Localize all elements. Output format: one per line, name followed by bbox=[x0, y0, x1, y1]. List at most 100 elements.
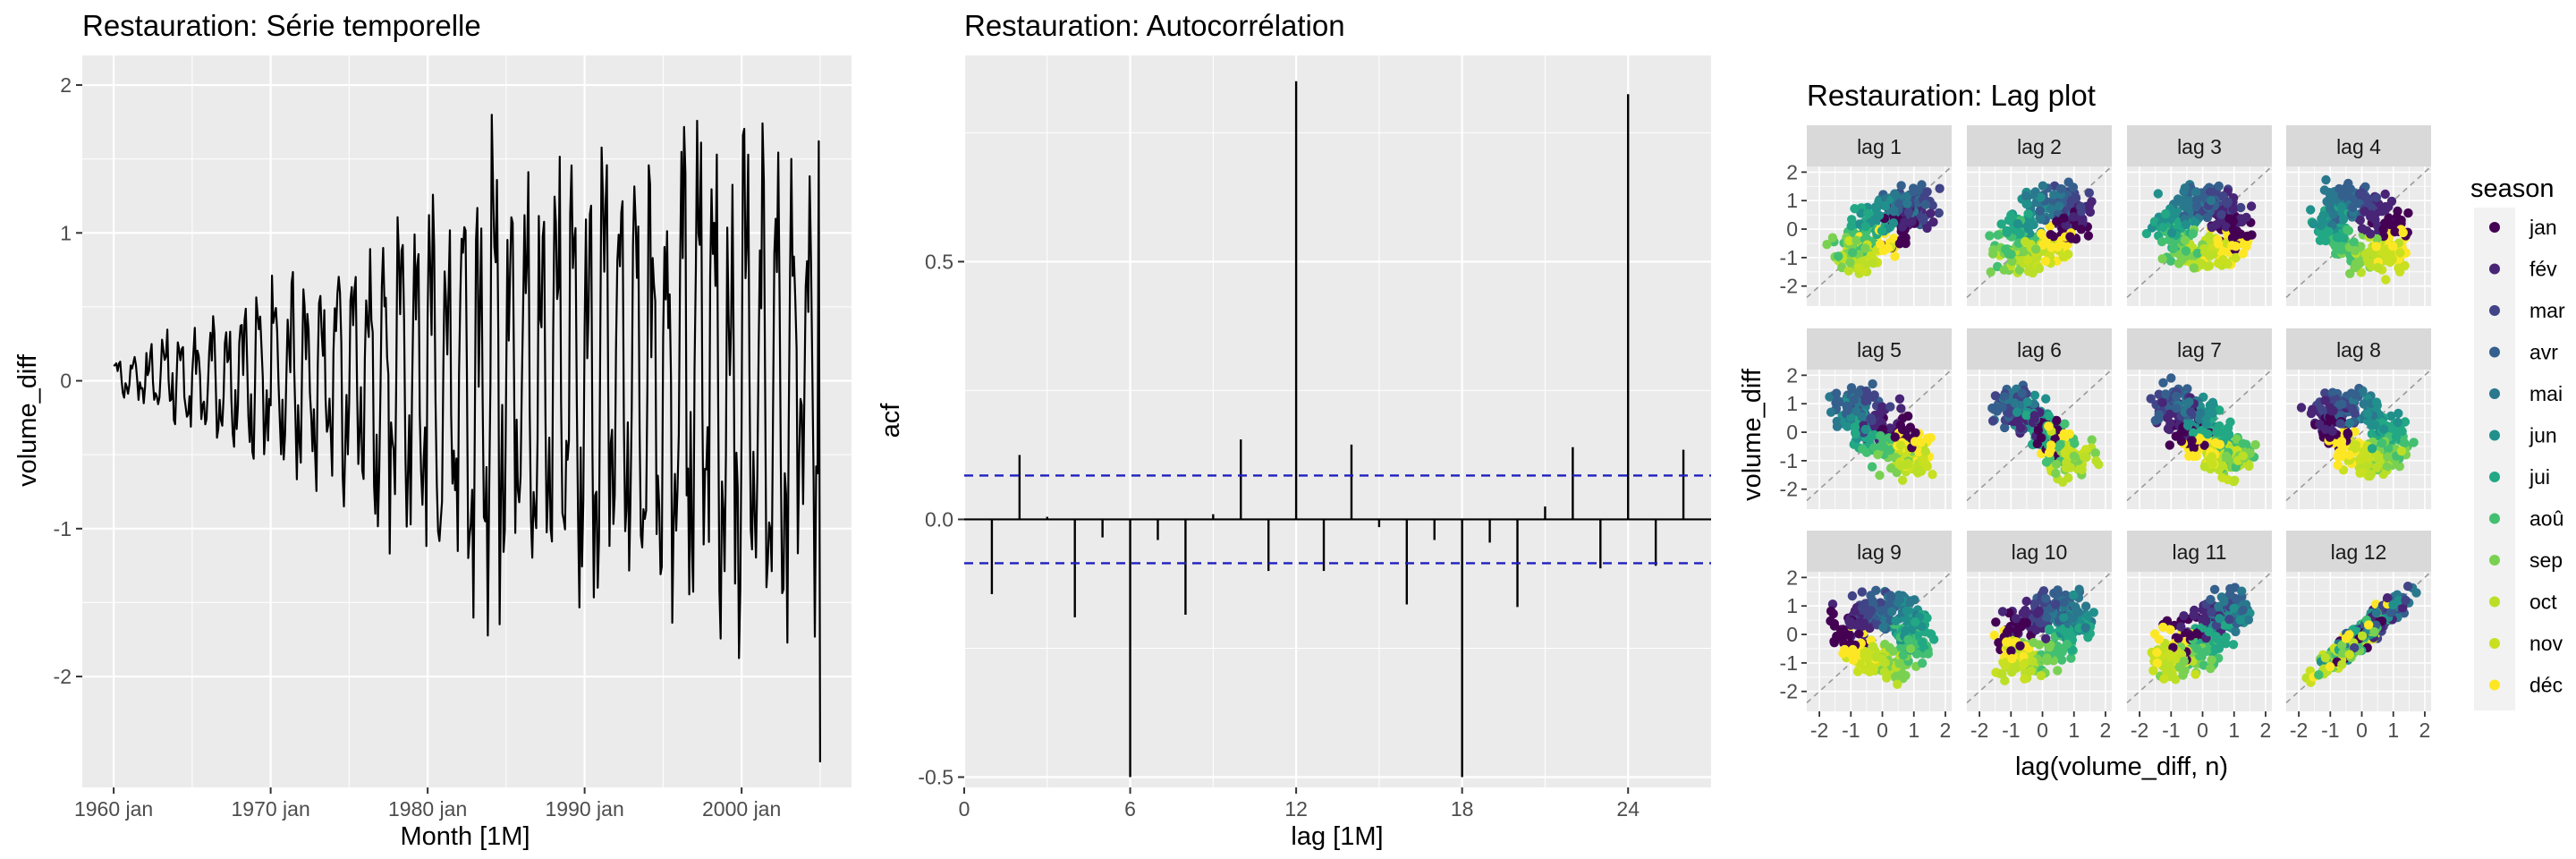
lag-facet-point bbox=[2213, 234, 2223, 245]
lag-facet-label: lag 9 bbox=[1857, 540, 1902, 564]
lag-facet-point bbox=[1896, 461, 1906, 471]
lag-facet-point bbox=[2038, 181, 2048, 191]
lag-facet-point bbox=[2187, 436, 2197, 446]
lag-facet-point bbox=[1902, 606, 1911, 617]
lag-facet-label: lag 10 bbox=[2012, 540, 2068, 564]
lag-facet-point bbox=[2015, 641, 2025, 651]
lag-facet-point bbox=[2176, 622, 2186, 632]
lag-facet-point bbox=[2337, 399, 2347, 409]
lag-facet-point bbox=[2051, 600, 2061, 609]
lag-facet-point bbox=[1905, 422, 1915, 432]
lag-facet-point bbox=[2148, 666, 2158, 676]
lag-facet-point bbox=[2388, 600, 2398, 610]
lag-facet-point bbox=[2231, 252, 2241, 263]
lag-facet-point bbox=[2022, 397, 2032, 407]
lag-facet-point bbox=[2217, 472, 2227, 482]
lag-facet-point bbox=[2057, 647, 2067, 657]
lag-facet-point bbox=[1868, 258, 1878, 268]
acf-plot-area bbox=[964, 55, 1711, 787]
lag-facet-point bbox=[2387, 241, 2398, 251]
lag-facet-point bbox=[2206, 594, 2216, 605]
lag-facet-point bbox=[2010, 398, 2020, 408]
lag-facet-point bbox=[2343, 430, 2353, 439]
lag-facet-point bbox=[2224, 615, 2234, 625]
lag-facet-point bbox=[2015, 228, 2025, 239]
lag-facet-point bbox=[1868, 664, 1878, 674]
lag-facet-point bbox=[2411, 588, 2421, 598]
lag-facet-point bbox=[2018, 608, 2028, 618]
lag-facet-point bbox=[1826, 606, 1836, 617]
lag-facet-point bbox=[1868, 642, 1878, 651]
lag-facet-point bbox=[2219, 597, 2229, 607]
lag-facet-point bbox=[2316, 220, 2326, 231]
lag-facet-point bbox=[2006, 249, 2016, 259]
lag-facet-point bbox=[2401, 595, 2411, 606]
lag-facet-point bbox=[1922, 187, 1932, 197]
lag-facet-point bbox=[1891, 616, 1901, 625]
lag-facet-point bbox=[2215, 439, 2225, 449]
lag-facet-point bbox=[2161, 208, 2171, 219]
lag-facet: lag 11 -2 -1 0 1 2 bbox=[2126, 531, 2273, 742]
lag-facet-point bbox=[2023, 224, 2033, 234]
lag-facet-point bbox=[2168, 243, 2178, 254]
lag-facet-point bbox=[2040, 256, 2051, 266]
lag-facet-point bbox=[2397, 426, 2407, 437]
legend-key bbox=[2489, 430, 2500, 441]
lag-facet-point bbox=[1890, 251, 1900, 261]
lag-facet-point bbox=[2000, 660, 2010, 670]
lag-facet-point bbox=[2053, 585, 2063, 595]
lag-facet-point bbox=[2007, 653, 2017, 664]
lag-facet-point bbox=[2232, 594, 2241, 604]
lag-facet-point bbox=[2074, 584, 2084, 594]
time-series-y-tick-label: 1 bbox=[60, 221, 72, 244]
lag-facet-point bbox=[2082, 610, 2093, 621]
lag-facet-point bbox=[1897, 424, 1908, 435]
lag-facet-point bbox=[2041, 457, 2052, 467]
lag-facet-point bbox=[2371, 608, 2381, 618]
lag-facet-strip bbox=[2286, 328, 2431, 370]
lag-facet-point bbox=[1873, 449, 1883, 460]
lag-facet-point bbox=[2023, 209, 2033, 219]
lag-facet-strip bbox=[2286, 125, 2431, 166]
lag-facet-point bbox=[1894, 199, 1904, 208]
lag-facet-point bbox=[2141, 228, 2152, 239]
lag-x-tick-label: 1 bbox=[2068, 719, 2080, 742]
lag-y-tick-label: 1 bbox=[1786, 594, 1798, 617]
lag-facet-point bbox=[2355, 468, 2365, 478]
lag-facet: lag 2 bbox=[1966, 125, 2113, 306]
lag-facet-point bbox=[2171, 391, 2182, 402]
lag-facet-point bbox=[2165, 418, 2175, 429]
lag-facet-point bbox=[2069, 451, 2079, 461]
lag-facet-point bbox=[2066, 653, 2076, 663]
lag-plot-title: Restauration: Lag plot bbox=[1807, 79, 2096, 112]
lag-facet-point bbox=[2373, 262, 2383, 273]
lag-facet-point bbox=[2165, 650, 2174, 659]
lag-facet-point bbox=[1874, 210, 1885, 220]
legend-key bbox=[2489, 388, 2500, 399]
lag-facet-point bbox=[2236, 202, 2246, 213]
lag-facet-point bbox=[1822, 240, 1832, 250]
time-series-x-tick-label: 1980 jan bbox=[388, 797, 467, 821]
lag-facet-point bbox=[2080, 623, 2090, 633]
lag-facet-diagonal bbox=[1806, 369, 1953, 502]
lag-facet-point bbox=[2080, 601, 2091, 611]
lag-facet-point bbox=[2351, 390, 2360, 400]
lag-facet-point bbox=[2042, 653, 2052, 663]
lag-facet-point bbox=[2228, 640, 2239, 650]
lag-facet-point bbox=[2179, 200, 2190, 211]
lag-facet-point bbox=[2080, 452, 2089, 462]
lag-facet-point bbox=[1920, 200, 1930, 209]
lag-facet-point bbox=[2037, 228, 2046, 239]
lag-facet-point bbox=[2071, 193, 2081, 203]
lag-facet-point bbox=[1903, 458, 1913, 469]
lag-facet-point bbox=[1829, 621, 1840, 631]
lag-facet-point bbox=[1851, 429, 1860, 439]
lag-facet-point bbox=[2186, 407, 2196, 417]
lag-facet-point bbox=[2019, 246, 2029, 257]
lag-facet-point bbox=[1860, 618, 1869, 628]
lag-facet-point bbox=[2315, 419, 2325, 430]
lag-facet-strip bbox=[2127, 531, 2272, 572]
lag-facet-point bbox=[2012, 218, 2023, 229]
acf-confidence-lines bbox=[964, 474, 1711, 565]
lag-facet-point bbox=[1867, 462, 1877, 472]
